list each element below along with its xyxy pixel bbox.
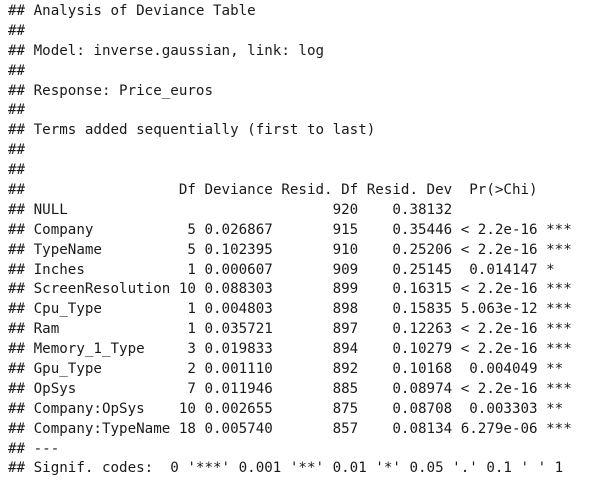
blank-comment-line: ## [8,162,26,179]
table-row: ## OpSys 7 0.011946 885 0.08974 < 2.2e-1… [8,380,572,397]
table-row: ## Company:TypeName 18 0.005740 857 0.08… [8,420,572,437]
table-row: ## Inches 1 0.000607 909 0.25145 0.01414… [8,261,555,278]
table-row: ## NULL 920 0.38132 [8,201,453,218]
table-row: ## Company:OpSys 10 0.002655 875 0.08708… [8,400,564,417]
table-row: ## Memory_1_Type 3 0.019833 894 0.10279 … [8,341,572,358]
terms-note-line: ## Terms added sequentially (first to la… [8,122,376,139]
blank-comment-line: ## [8,142,26,159]
table-row: ## Ram 1 0.035721 897 0.12263 < 2.2e-16 … [8,321,572,338]
response-line: ## Response: Price_euros [8,82,213,99]
table-row: ## Cpu_Type 1 0.004803 898 0.15835 5.063… [8,301,572,318]
table-row: ## ScreenResolution 10 0.088303 899 0.16… [8,281,572,298]
blank-comment-line: ## [8,62,26,79]
signif-codes-legend: ## Signif. codes: 0 '***' 0.001 '**' 0.0… [8,460,564,477]
blank-comment-line: ## [8,22,26,39]
table-row: ## TypeName 5 0.102395 910 0.25206 < 2.2… [8,241,572,258]
table-column-headers: ## Df Deviance Resid. Df Resid. Dev Pr(>… [8,182,538,199]
blank-comment-line: ## [8,102,26,119]
table-row: ## Gpu_Type 2 0.001110 892 0.10168 0.004… [8,361,564,378]
model-line: ## Model: inverse.gaussian, link: log [8,42,325,59]
table-heading-line: ## Analysis of Deviance Table [8,3,256,19]
table-row: ## Company 5 0.026867 915 0.35446 < 2.2e… [8,221,572,238]
separator-line: ## --- [8,440,60,457]
